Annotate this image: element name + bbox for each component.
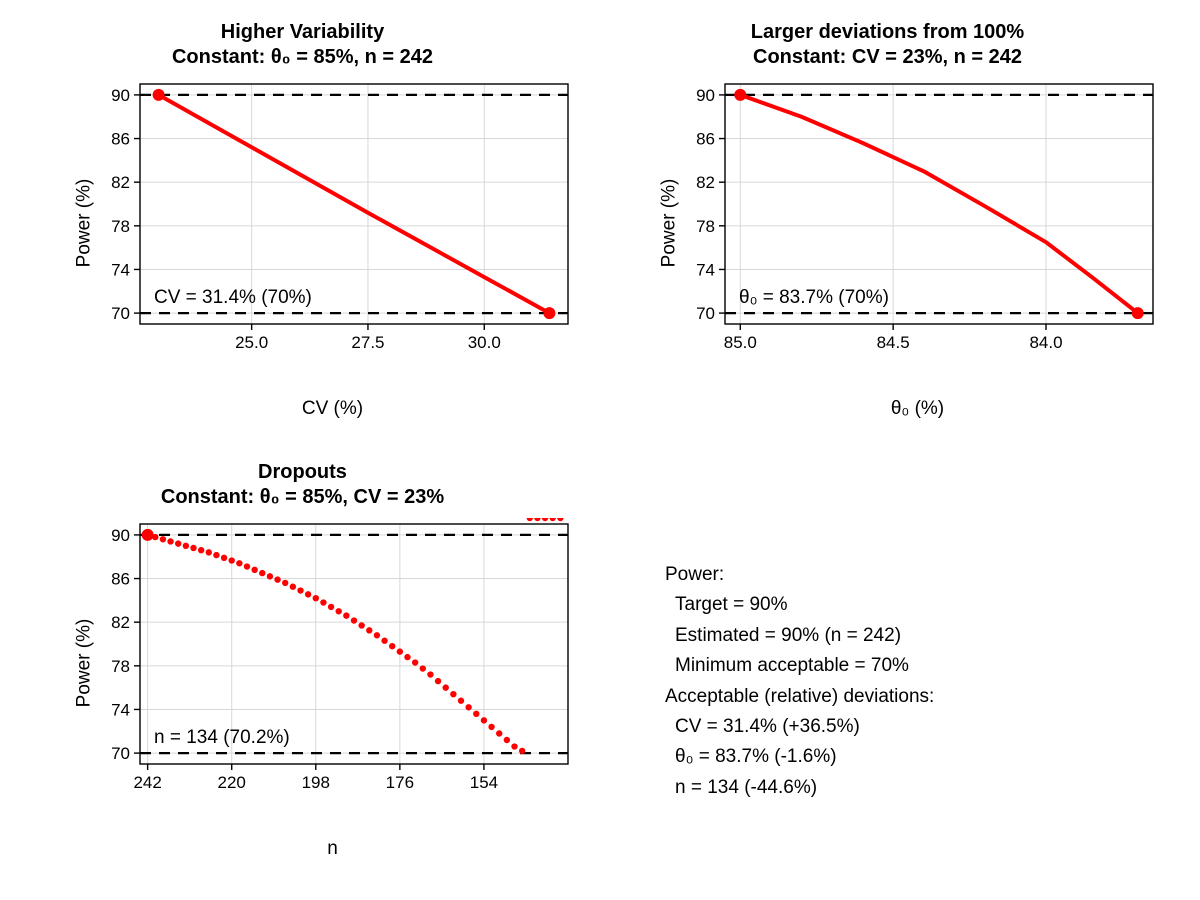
info-box: Power: Target = 90% Estimated = 90% (n =…	[665, 560, 934, 803]
xlabel-tl: CV (%)	[302, 398, 363, 420]
svg-text:25.0: 25.0	[235, 333, 268, 352]
chart-svg-tl: 25.0 27.5 30.0 70 74 78 82 86 90 CV = 31.4% (70%)	[88, 78, 578, 368]
svg-text:70: 70	[696, 304, 715, 323]
chart-tr: Power (%) 85.084.584.0707478828690θ₀ = 8…	[673, 78, 1163, 368]
svg-text:84.0: 84.0	[1029, 333, 1062, 352]
svg-text:74: 74	[111, 700, 130, 719]
title-line1: Dropouts	[161, 460, 444, 485]
svg-text:90: 90	[111, 526, 130, 545]
panel-top-right: Larger deviations from 100% Constant: CV…	[595, 10, 1180, 450]
svg-text:90: 90	[111, 86, 130, 105]
svg-text:86: 86	[111, 130, 130, 149]
svg-text:70: 70	[111, 744, 130, 763]
title-line2: Constant: θ₀ = 85%, n = 242	[172, 45, 433, 70]
svg-text:CV = 31.4% (70%): CV = 31.4% (70%)	[154, 287, 312, 308]
svg-text:198: 198	[301, 773, 329, 792]
panel-title-bl: Dropouts Constant: θ₀ = 85%, CV = 23%	[161, 460, 444, 510]
svg-text:176: 176	[385, 773, 413, 792]
info-line: CV = 31.4% (+36.5%)	[665, 712, 934, 742]
svg-text:86: 86	[111, 570, 130, 589]
svg-text:82: 82	[696, 173, 715, 192]
svg-text:242: 242	[133, 773, 161, 792]
svg-text:84.5: 84.5	[876, 333, 909, 352]
info-header2: Acceptable (relative) deviations:	[665, 682, 934, 712]
svg-text:78: 78	[111, 657, 130, 676]
ylabel-tr: Power (%)	[658, 179, 680, 268]
svg-text:78: 78	[696, 217, 715, 236]
svg-text:82: 82	[111, 613, 130, 632]
ylabel-tl: Power (%)	[73, 179, 95, 268]
svg-text:85.0: 85.0	[723, 333, 756, 352]
chart-tl: Power (%) 25.027.530.0707478828690CV = 3…	[88, 78, 578, 368]
info-line: Minimum acceptable = 70%	[665, 651, 934, 681]
svg-text:70: 70	[111, 304, 130, 323]
xlabel-bl: n	[327, 838, 338, 860]
chart-svg-bl: 242 220 198 176 154 70 74 78 82 86 90 n = 134 (70.2…	[88, 518, 578, 808]
title-line1: Larger deviations from 100%	[751, 20, 1024, 45]
svg-text:86: 86	[696, 130, 715, 149]
chart-grid: Higher Variability Constant: θ₀ = 85%, n…	[0, 0, 1200, 900]
svg-text:74: 74	[696, 260, 715, 279]
panel-title-tr: Larger deviations from 100% Constant: CV…	[751, 20, 1024, 70]
info-line: Target = 90%	[665, 590, 934, 620]
info-line: θ₀ = 83.7% (-1.6%)	[665, 742, 934, 772]
svg-text:90: 90	[696, 86, 715, 105]
info-header: Power:	[665, 560, 934, 590]
svg-text:220: 220	[217, 773, 245, 792]
panel-title-tl: Higher Variability Constant: θ₀ = 85%, n…	[172, 20, 433, 70]
svg-text:154: 154	[469, 773, 497, 792]
info-line: n = 134 (-44.6%)	[665, 773, 934, 803]
title-line2: Constant: CV = 23%, n = 242	[751, 45, 1024, 70]
panel-bottom-right: Power: Target = 90% Estimated = 90% (n =…	[595, 450, 1180, 890]
title-line1: Higher Variability	[172, 20, 433, 45]
panel-top-left: Higher Variability Constant: θ₀ = 85%, n…	[10, 10, 595, 450]
svg-text:θ₀ = 83.7% (70%): θ₀ = 83.7% (70%)	[739, 287, 889, 308]
title-line2: Constant: θ₀ = 85%, CV = 23%	[161, 485, 444, 510]
svg-text:n = 134 (70.2%): n = 134 (70.2%)	[154, 727, 290, 748]
svg-text:82: 82	[111, 173, 130, 192]
ylabel-bl: Power (%)	[73, 619, 95, 708]
svg-text:74: 74	[111, 260, 130, 279]
chart-bl: Power (%) 242220198176154707478828690n =…	[88, 518, 578, 808]
xlabel-tr: θ₀ (%)	[891, 398, 944, 420]
svg-text:27.5: 27.5	[351, 333, 384, 352]
panel-bottom-left: Dropouts Constant: θ₀ = 85%, CV = 23% Po…	[10, 450, 595, 890]
svg-text:78: 78	[111, 217, 130, 236]
info-line: Estimated = 90% (n = 242)	[665, 621, 934, 651]
svg-text:30.0: 30.0	[467, 333, 500, 352]
chart-svg-tr: 85.0 84.5 84.0 70 74 78 82 86 90 θ₀ = 83.7% (70%)	[673, 78, 1163, 368]
